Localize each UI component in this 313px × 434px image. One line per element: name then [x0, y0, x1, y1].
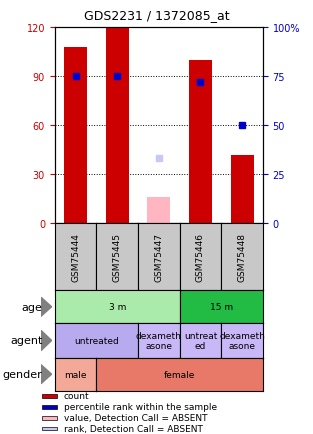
- Bar: [189, 61, 212, 224]
- Text: GSM75445: GSM75445: [113, 233, 122, 282]
- Text: GSM75448: GSM75448: [238, 233, 247, 282]
- Text: GDS2231 / 1372085_at: GDS2231 / 1372085_at: [84, 9, 229, 22]
- Bar: [64, 48, 87, 224]
- Text: GSM75444: GSM75444: [71, 233, 80, 282]
- Text: count: count: [64, 391, 90, 401]
- Text: GSM75447: GSM75447: [154, 233, 163, 282]
- Bar: [42, 405, 57, 409]
- Bar: [42, 394, 57, 398]
- Bar: [106, 28, 129, 224]
- Text: GSM75446: GSM75446: [196, 233, 205, 282]
- Text: dexameth
asone: dexameth asone: [136, 331, 182, 350]
- Text: gender: gender: [3, 369, 42, 379]
- Bar: [231, 155, 254, 224]
- Polygon shape: [41, 365, 52, 384]
- Text: dexameth
asone: dexameth asone: [219, 331, 265, 350]
- Text: percentile rank within the sample: percentile rank within the sample: [64, 402, 217, 411]
- Polygon shape: [41, 330, 52, 351]
- Polygon shape: [41, 297, 52, 317]
- Text: 3 m: 3 m: [109, 302, 126, 312]
- Bar: [42, 427, 57, 431]
- Text: 15 m: 15 m: [210, 302, 233, 312]
- Bar: [147, 197, 170, 224]
- Text: value, Detection Call = ABSENT: value, Detection Call = ABSENT: [64, 413, 207, 422]
- Text: male: male: [64, 370, 87, 379]
- Text: untreated: untreated: [74, 336, 119, 345]
- Text: female: female: [164, 370, 195, 379]
- Text: rank, Detection Call = ABSENT: rank, Detection Call = ABSENT: [64, 424, 203, 433]
- Text: age: age: [21, 302, 42, 312]
- Bar: [42, 416, 57, 420]
- Text: agent: agent: [10, 336, 42, 345]
- Text: untreat
ed: untreat ed: [184, 331, 217, 350]
